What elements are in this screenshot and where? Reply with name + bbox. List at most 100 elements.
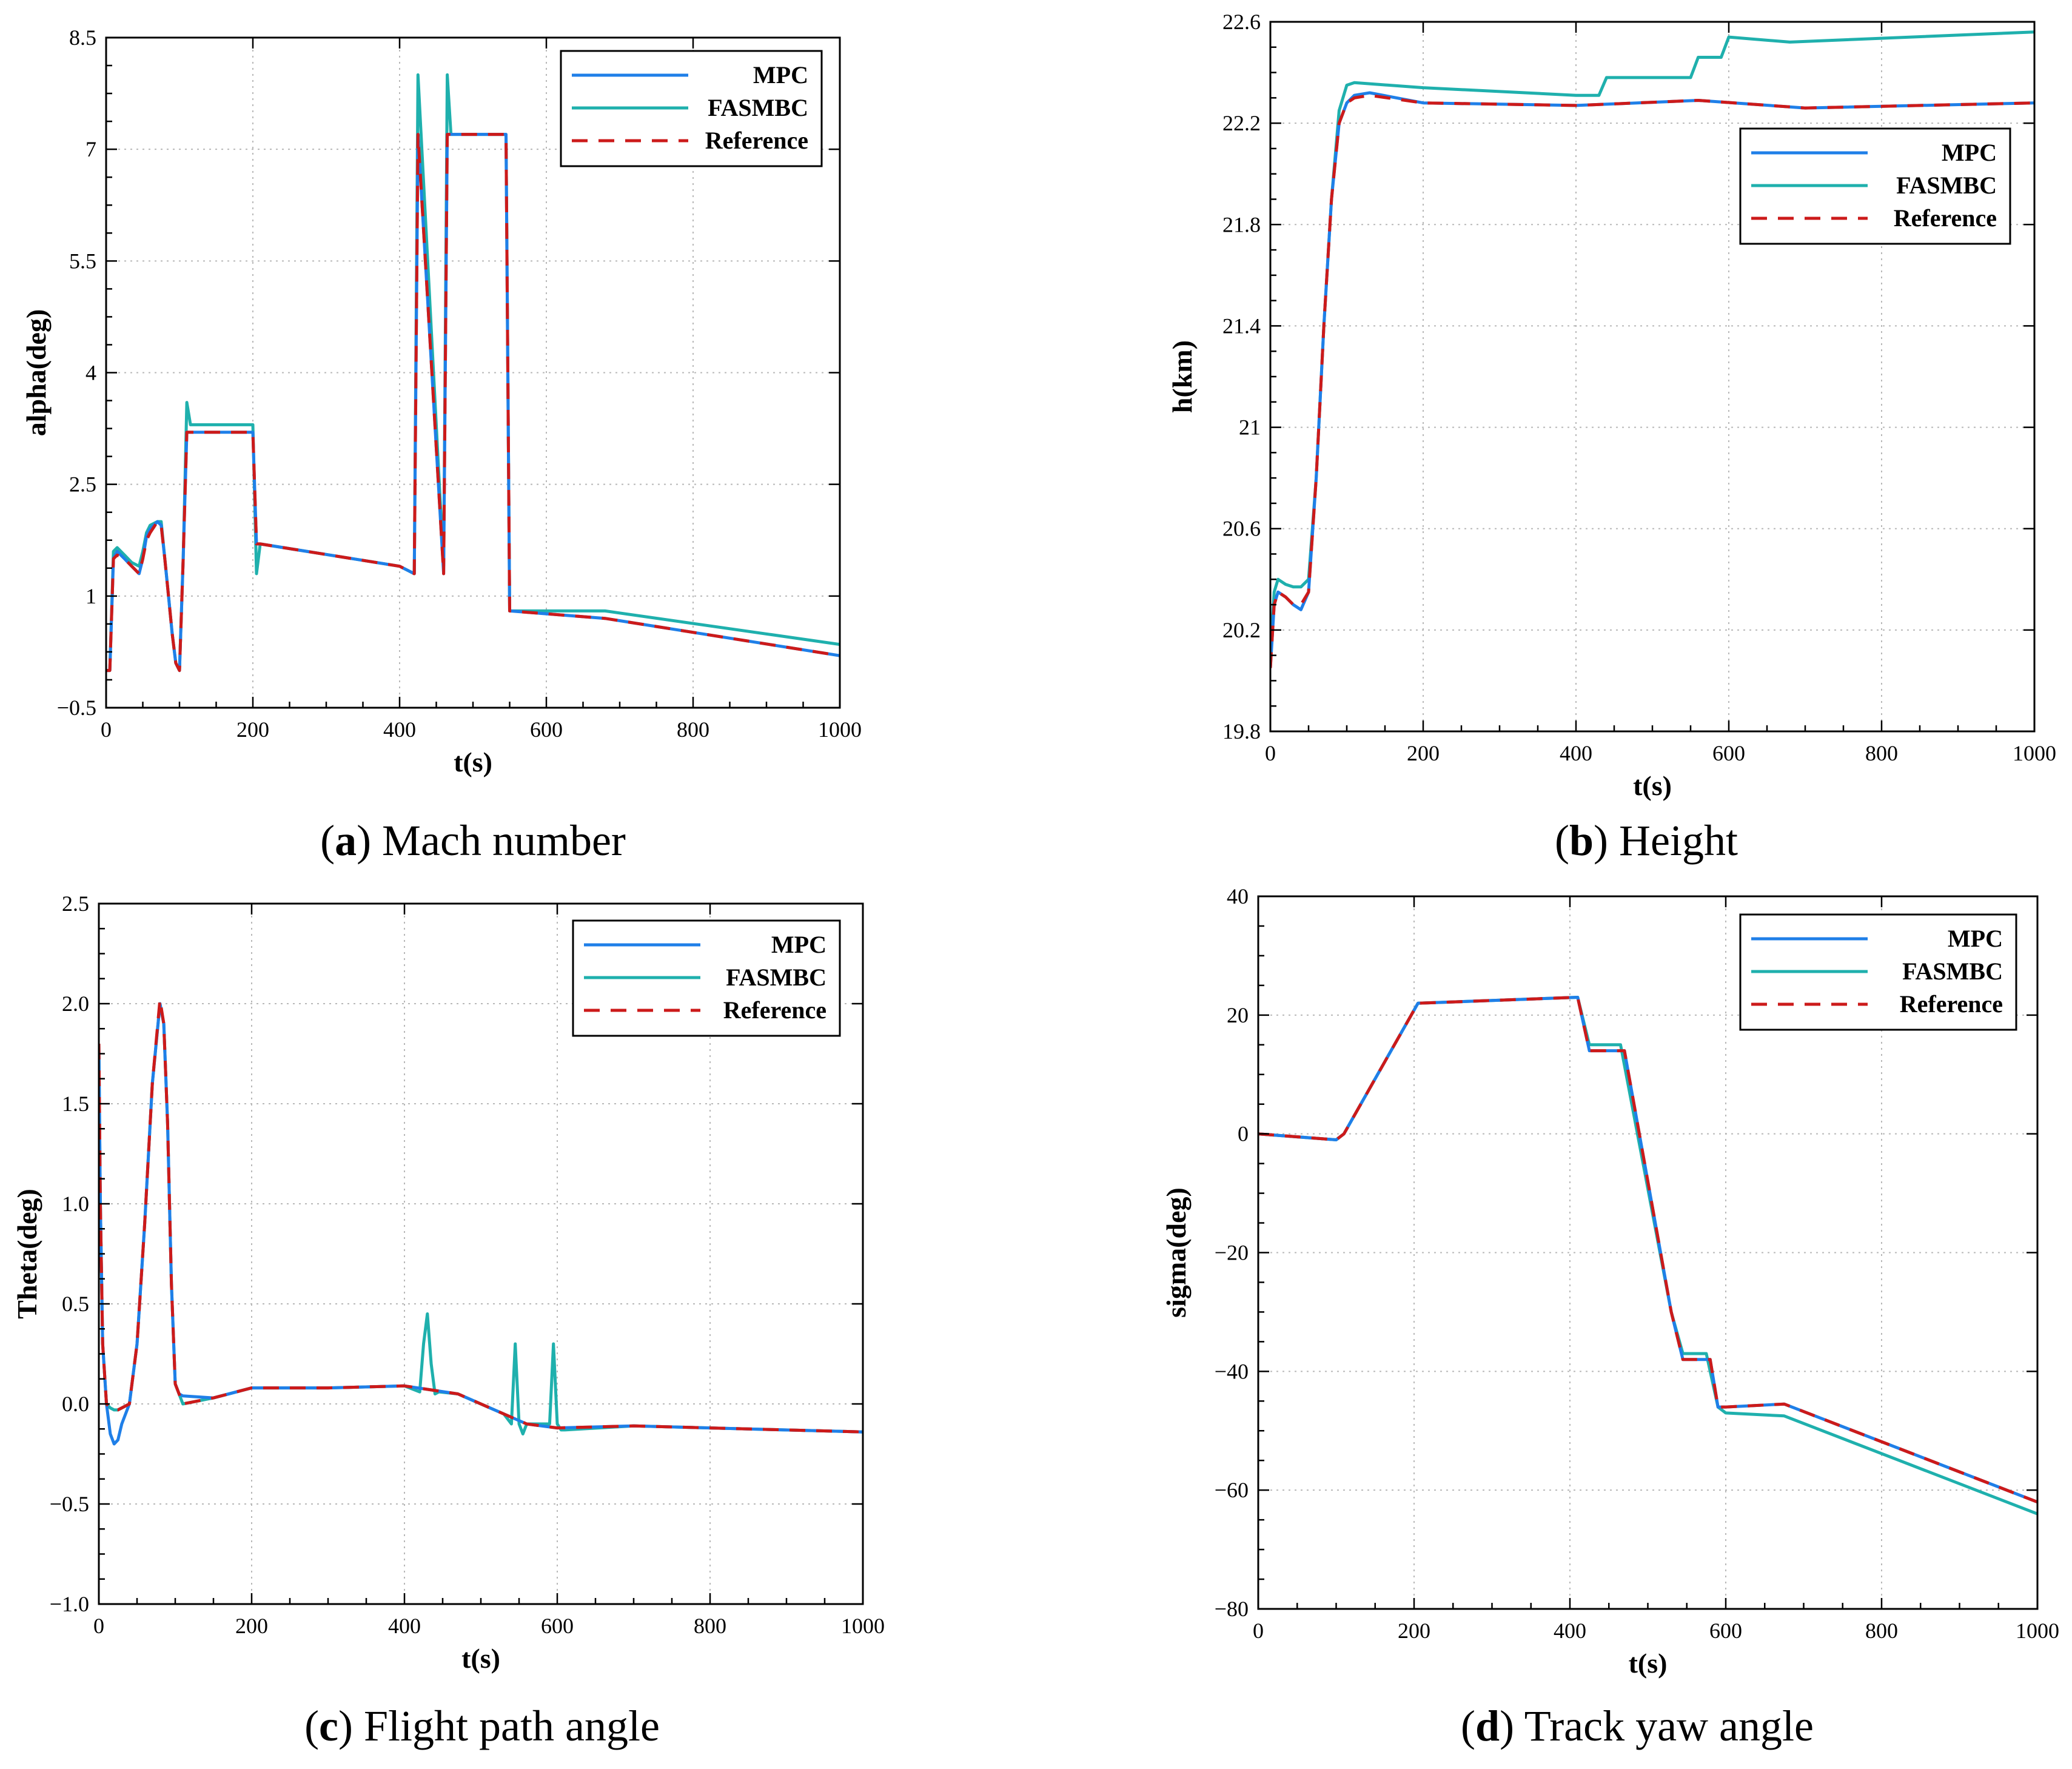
series-line-fasmbc (1258, 996, 2037, 1516)
caption-text: ) Height (1594, 816, 1738, 865)
x-tick-label: 200 (1398, 1619, 1430, 1643)
x-tick-label: 600 (1709, 1619, 1742, 1643)
legend-label: Reference (723, 996, 826, 1024)
legend-label: MPC (1942, 139, 1997, 166)
x-tick-label: 600 (1712, 741, 1745, 765)
x-tick-label: 400 (1560, 741, 1592, 765)
x-tick-label: 800 (677, 717, 709, 742)
x-axis-title: t(s) (1633, 770, 1672, 801)
y-tick-label: 7 (85, 137, 96, 161)
series-line-reference (106, 133, 840, 673)
y-tick-label: 4 (85, 361, 96, 385)
y-tick-label: −1.0 (50, 1592, 89, 1616)
series-line-reference (99, 998, 863, 1434)
x-tick-label: 400 (388, 1614, 421, 1638)
y-tick-label: −20 (1215, 1241, 1249, 1265)
legend-label: FASMBC (726, 964, 826, 991)
x-tick-label: 1000 (2016, 1619, 2059, 1643)
legend: MPC FASMBC Reference (1739, 127, 2011, 245)
series-group (1270, 30, 2034, 668)
legend-label: MPC (771, 931, 826, 958)
x-tick-label: 0 (1265, 741, 1276, 765)
y-tick-label: 2.0 (62, 992, 89, 1016)
y-axis-title: sigma(deg) (1161, 1187, 1192, 1318)
x-tick-label: 0 (93, 1614, 104, 1638)
legend-label: FASMBC (708, 94, 808, 121)
legend-label: Reference (1894, 204, 1997, 232)
legend-label: Reference (1900, 990, 2003, 1018)
y-tick-label: −80 (1215, 1597, 1249, 1621)
y-tick-label: −0.5 (50, 1492, 89, 1516)
x-tick-label: 800 (1865, 741, 1898, 765)
x-tick-label: 0 (1253, 1619, 1264, 1643)
panel-b-chart: 0 200 400 600 800 1000 19.8 20.2 20.6 21 21.4 21.8 2… (1167, 10, 2056, 865)
x-tick-label: 1000 (818, 717, 862, 742)
caption-letter: b (1569, 816, 1594, 865)
y-tick-label: −60 (1215, 1478, 1249, 1502)
x-tick-label: 200 (1407, 741, 1440, 765)
series-line-mpc (1258, 996, 2037, 1504)
y-tick-label: −40 (1215, 1359, 1249, 1383)
caption-open-paren: ( (1555, 816, 1569, 865)
panel-d-chart: 0 200 400 600 800 1000 −80 −60 −40 −20 0 20 40 t(s) si… (1161, 884, 2059, 1750)
y-tick-label: 21.4 (1222, 314, 1261, 338)
panel-caption: (a) Mach number (320, 816, 626, 865)
series-line-reference (1270, 93, 2034, 668)
caption-letter: d (1475, 1702, 1500, 1750)
y-tick-label: 21.8 (1222, 212, 1261, 237)
x-tick-label: 800 (1865, 1619, 1898, 1643)
y-axis-title: h(km) (1167, 340, 1198, 413)
y-tick-label: 20.2 (1222, 618, 1261, 642)
x-tick-label: 200 (236, 717, 269, 742)
x-tick-label: 600 (541, 1614, 574, 1638)
panel-caption: (c) Flight path angle (304, 1702, 660, 1750)
y-tick-label: 19.8 (1222, 719, 1261, 744)
y-tick-label: 0 (1238, 1122, 1249, 1146)
x-tick-label: 600 (530, 717, 563, 742)
y-tick-label: 0.0 (62, 1392, 89, 1416)
y-tick-label: 8.5 (69, 25, 96, 50)
panel-caption: (b) Height (1555, 816, 1738, 865)
series-group (1258, 996, 2037, 1516)
caption-text: ) Flight path angle (338, 1702, 660, 1750)
y-axis-title: alpha(deg) (21, 309, 52, 437)
caption-open-paren: ( (1461, 1702, 1475, 1750)
series-group (99, 998, 863, 1446)
series-line-mpc (106, 133, 840, 673)
legend-label: FASMBC (1896, 172, 1997, 199)
legend-label: MPC (753, 61, 808, 89)
caption-text: ) Track yaw angle (1500, 1702, 1814, 1750)
legend-label: MPC (1948, 925, 2003, 952)
series-line-reference (1258, 996, 2037, 1504)
caption-letter: c (319, 1702, 338, 1750)
series-line-mpc (99, 1002, 863, 1446)
x-tick-label: 1000 (2013, 741, 2056, 765)
y-tick-label: 2.5 (69, 472, 96, 497)
x-tick-label: 200 (235, 1614, 268, 1638)
y-tick-label: 1.5 (62, 1092, 89, 1116)
y-tick-label: 20 (1227, 1003, 1249, 1027)
series-group (106, 73, 840, 673)
y-tick-label: 1 (85, 584, 96, 608)
legend: MPC FASMBC Reference (560, 50, 823, 167)
y-tick-label: 40 (1227, 884, 1249, 908)
y-tick-label: 2.5 (62, 891, 89, 916)
y-tick-label: 22.6 (1222, 10, 1261, 34)
x-axis-title: t(s) (454, 747, 492, 777)
series-line-fasmbc (99, 1002, 863, 1435)
series-line-fasmbc (1270, 30, 2034, 656)
caption-text: ) Mach number (357, 816, 626, 865)
y-tick-label: −0.5 (57, 696, 96, 720)
y-tick-label: 21 (1239, 415, 1261, 440)
y-tick-label: 1.0 (62, 1192, 89, 1216)
panel-a-chart: 0 200 400 600 800 1000 −0.5 1 2.5 4 5.5 7 8.5 t(s) alp… (21, 25, 862, 865)
y-axis-title: Theta(deg) (12, 1189, 42, 1319)
x-axis-title: t(s) (1629, 1648, 1668, 1679)
legend-label: Reference (705, 127, 808, 154)
y-tick-label: 20.6 (1222, 517, 1261, 541)
caption-letter: a (335, 816, 357, 865)
legend: MPC FASMBC Reference (572, 919, 841, 1037)
caption-open-paren: ( (320, 816, 335, 865)
x-tick-label: 800 (694, 1614, 726, 1638)
